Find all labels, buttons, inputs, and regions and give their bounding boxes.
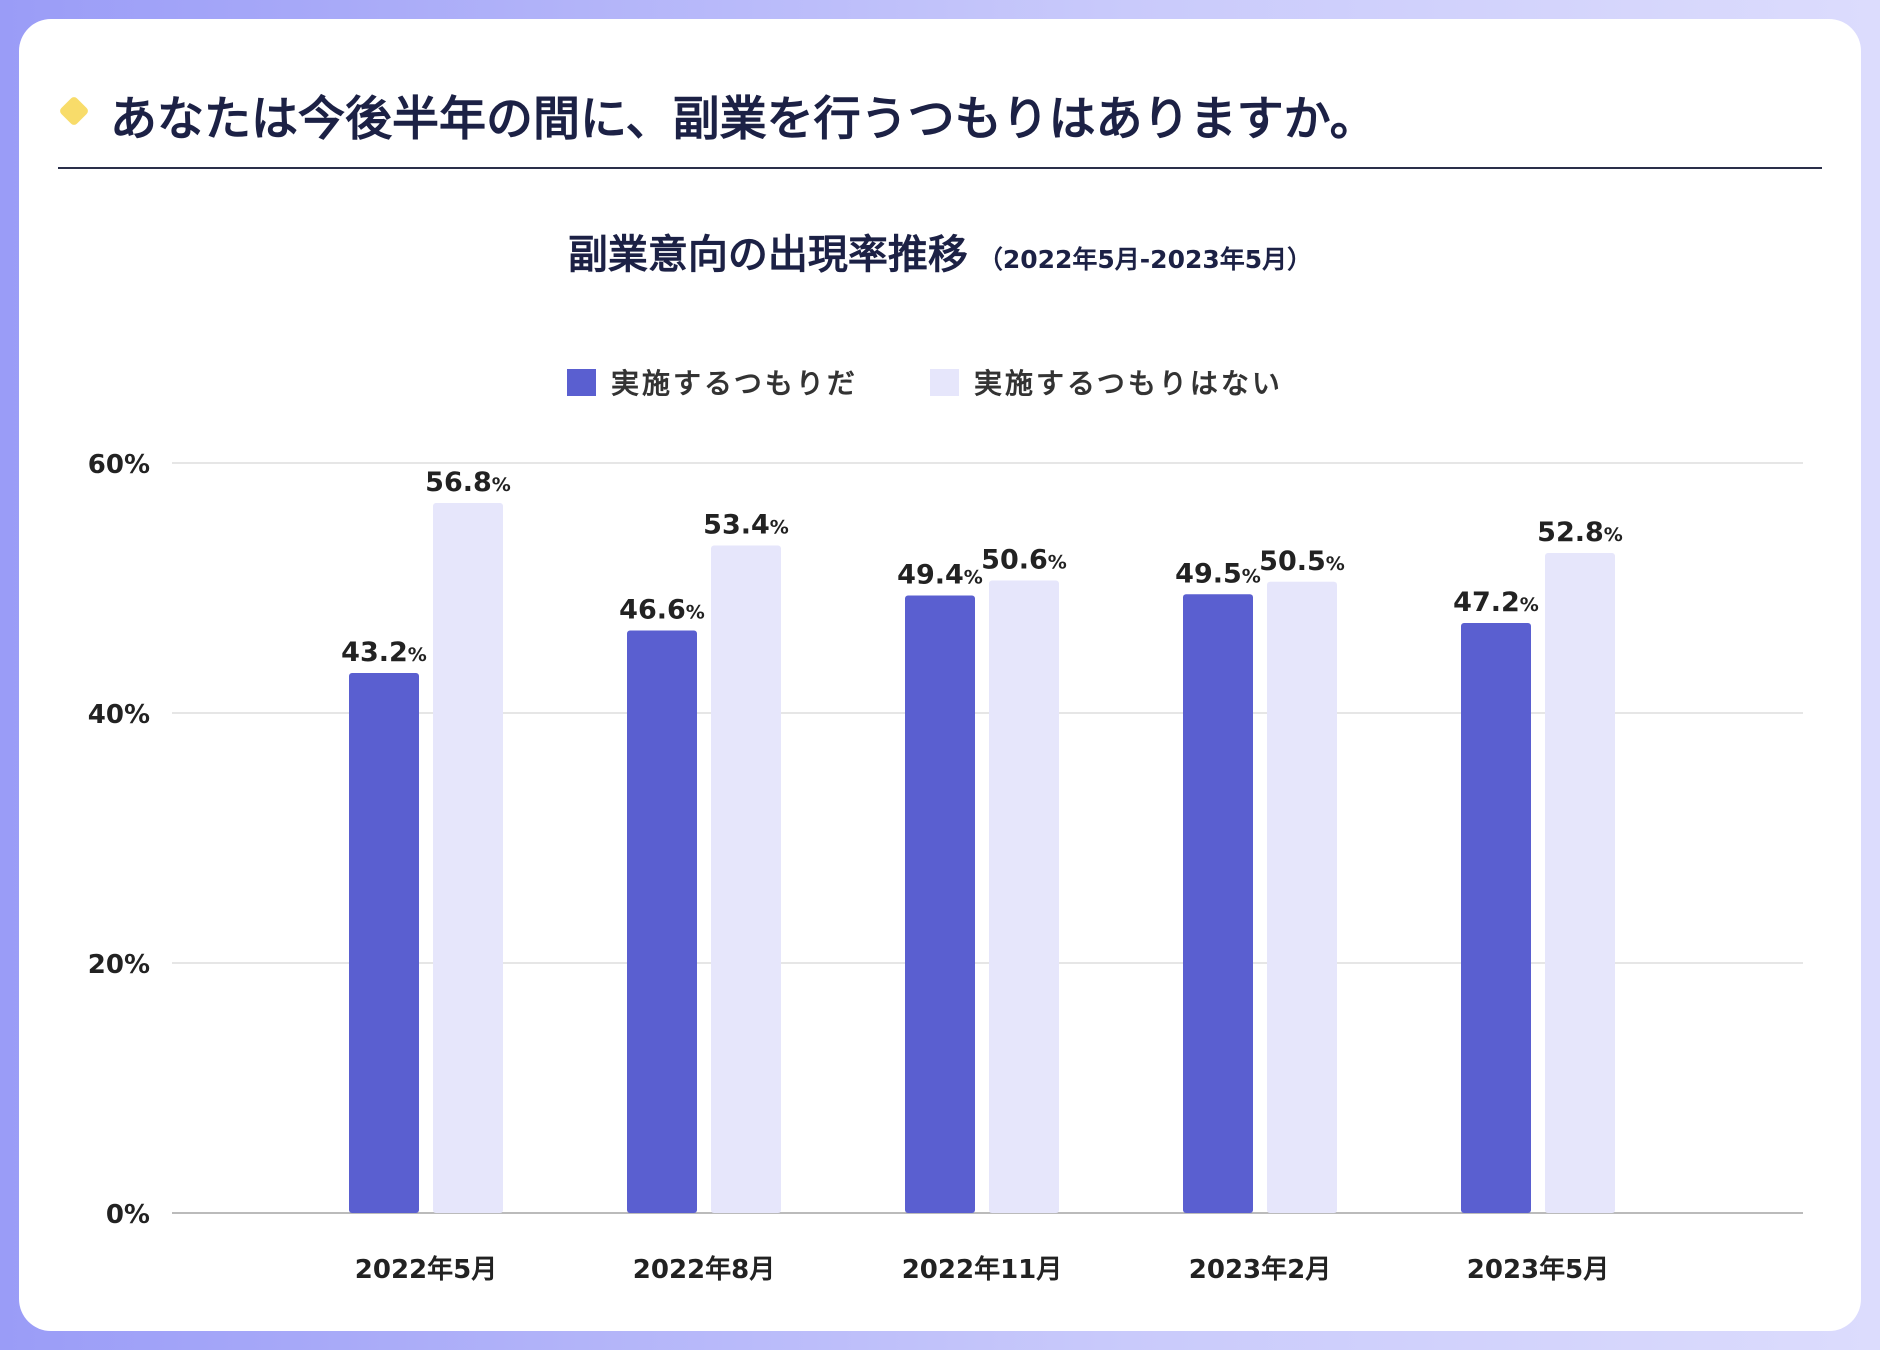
bar <box>1267 581 1337 1213</box>
percent-sign: % <box>1520 594 1539 616</box>
percent-sign: % <box>964 567 983 589</box>
y-tick-label: 60% <box>88 450 150 480</box>
bar <box>1545 553 1615 1213</box>
y-tick-label: 40% <box>88 700 150 730</box>
data-label: 49.5% <box>1175 558 1261 589</box>
legend-label: 実施するつもりはない <box>974 367 1283 400</box>
y-tick-label: 20% <box>88 950 150 980</box>
bar <box>627 630 697 1213</box>
legend-swatch <box>567 369 596 396</box>
percent-sign: % <box>492 474 511 496</box>
bar <box>1183 594 1253 1213</box>
bar <box>349 673 419 1213</box>
x-tick-label: 2023年5月 <box>1467 1254 1609 1285</box>
x-tick-label: 2022年5月 <box>355 1254 497 1285</box>
data-label: 43.2% <box>341 637 427 668</box>
data-label: 50.6% <box>981 545 1067 576</box>
bar <box>711 545 781 1213</box>
legend-swatch <box>930 369 959 396</box>
bar <box>433 503 503 1213</box>
data-label: 50.5% <box>1259 546 1345 577</box>
percent-sign: % <box>770 517 789 539</box>
chart-title-main: 副業意向の出現率推移 <box>567 232 968 278</box>
data-label: 49.4% <box>897 560 983 591</box>
percent-sign: % <box>1048 552 1067 574</box>
page-title: あなたは今後半年の間に、副業を行うつもりはありますか。 <box>110 92 1377 147</box>
data-label: 52.8% <box>1537 517 1623 548</box>
y-tick-label: 0% <box>106 1200 150 1230</box>
percent-sign: % <box>1326 553 1345 575</box>
chart-title: 副業意向の出現率推移 （2022年5月-2023年5月） <box>0 222 1880 280</box>
bar <box>989 580 1059 1213</box>
percent-sign: % <box>1242 565 1261 587</box>
data-label: 53.4% <box>703 510 789 541</box>
x-tick-label: 2022年8月 <box>633 1254 775 1285</box>
bar <box>1461 623 1531 1213</box>
data-label: 56.8% <box>425 467 511 498</box>
bar <box>905 595 975 1213</box>
chart-subtitle: （2022年5月-2023年5月） <box>977 245 1313 274</box>
percent-sign: % <box>686 602 705 624</box>
percent-sign: % <box>1604 524 1623 546</box>
divider <box>58 167 1822 169</box>
percent-sign: % <box>408 644 427 666</box>
x-tick-label: 2023年2月 <box>1189 1254 1331 1285</box>
data-label: 46.6% <box>619 595 705 626</box>
x-tick-label: 2022年11月 <box>902 1254 1063 1285</box>
data-label: 47.2% <box>1453 587 1539 618</box>
legend-label: 実施するつもりだ <box>611 367 858 400</box>
